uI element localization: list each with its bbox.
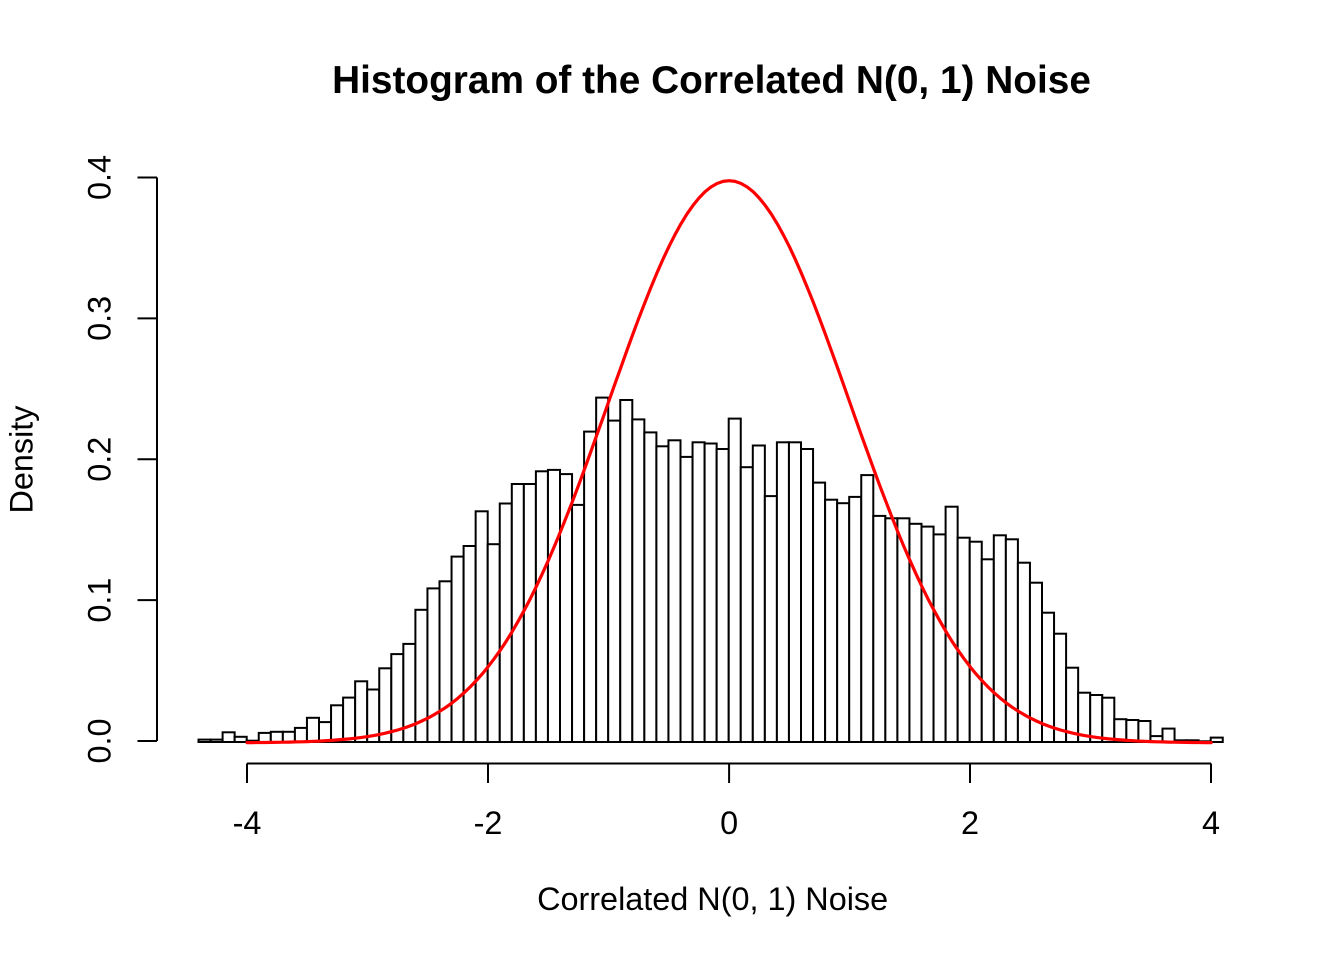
svg-text:-2: -2 <box>474 805 503 841</box>
svg-text:0.0: 0.0 <box>82 718 118 763</box>
svg-text:Density: Density <box>4 405 40 514</box>
svg-text:4: 4 <box>1202 805 1220 841</box>
svg-text:0: 0 <box>720 805 738 841</box>
svg-text:-4: -4 <box>233 805 262 841</box>
svg-text:0.4: 0.4 <box>82 155 118 200</box>
svg-text:0.1: 0.1 <box>82 578 118 623</box>
svg-text:0.3: 0.3 <box>82 296 118 341</box>
svg-text:0.2: 0.2 <box>82 437 118 482</box>
svg-text:Correlated N(0, 1) Noise: Correlated N(0, 1) Noise <box>537 881 888 917</box>
svg-text:2: 2 <box>961 805 979 841</box>
svg-text:Histogram of the Correlated N(: Histogram of the Correlated N(0, 1) Nois… <box>332 59 1091 102</box>
